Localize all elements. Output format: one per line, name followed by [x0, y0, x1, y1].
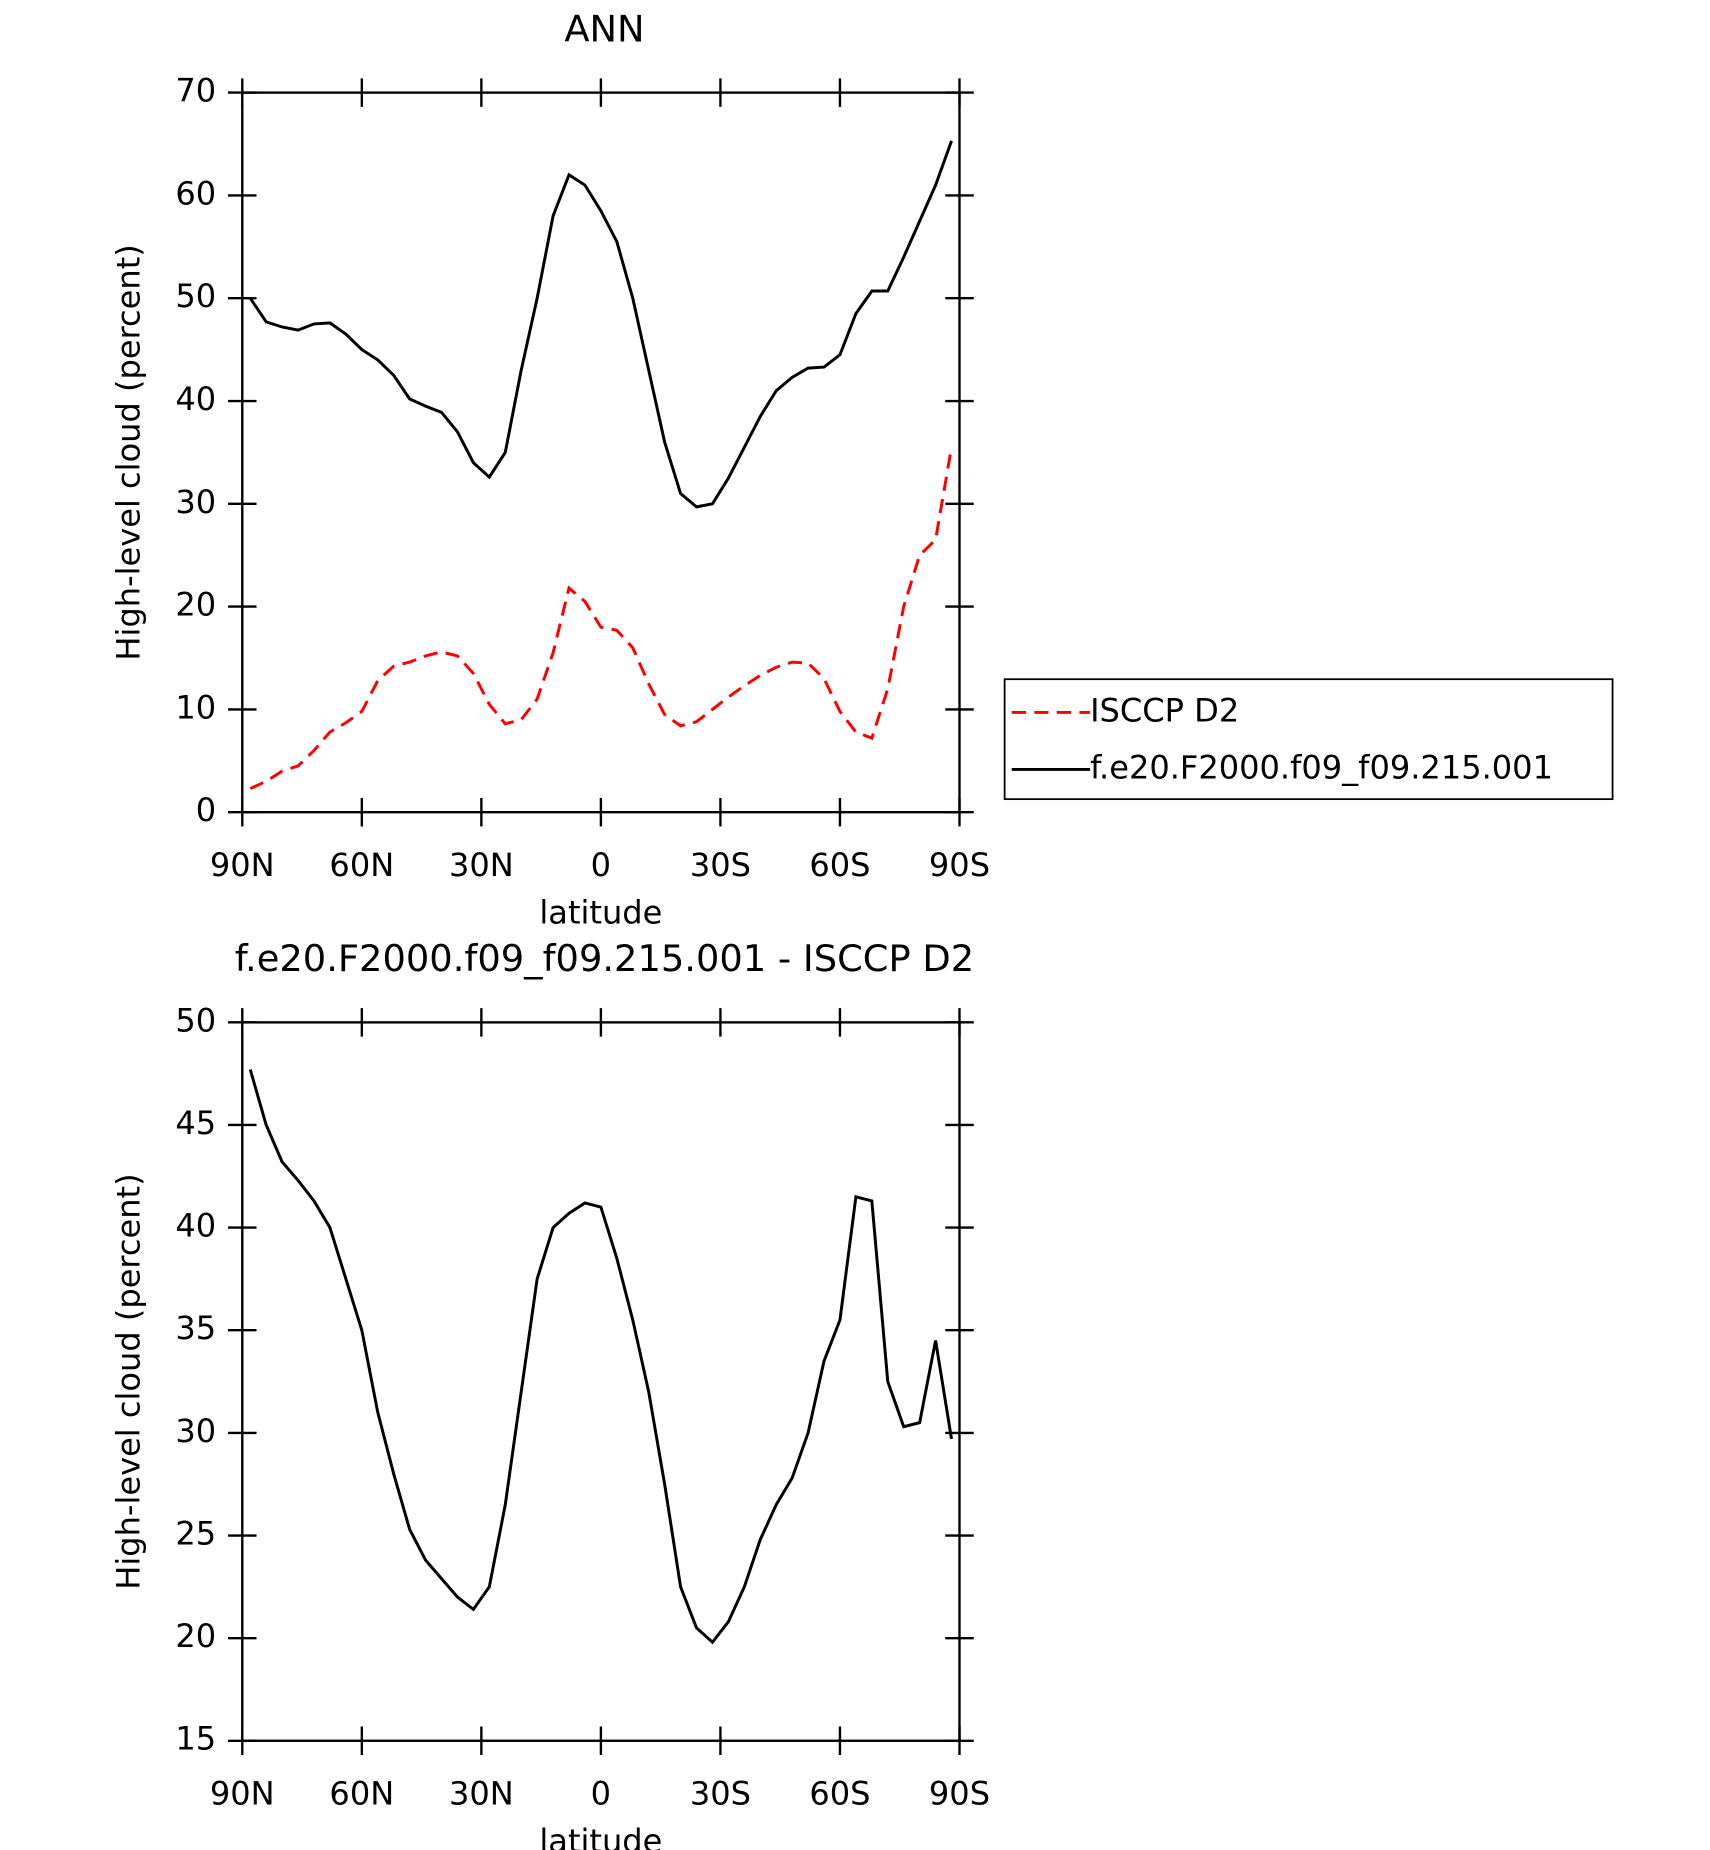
y-axis-label: High-level cloud (percent)	[110, 1173, 148, 1589]
x-tick-label: 30N	[449, 1774, 514, 1812]
data-line	[249, 447, 953, 790]
x-tick-label: 0	[591, 846, 611, 884]
plot-frame	[241, 1021, 961, 1742]
y-tick-label: 40	[175, 380, 216, 418]
y-tick-label: 30	[175, 483, 216, 521]
plot-frame	[241, 91, 961, 814]
y-tick-label: 40	[175, 1207, 216, 1245]
y-tick-label: 20	[175, 1617, 216, 1655]
y-tick-label: 50	[175, 1001, 216, 1039]
y-tick-label: 10	[175, 688, 216, 726]
y-tick-label: 30	[175, 1412, 216, 1450]
legend-label: f.e20.F2000.f09_f09.215.001	[1090, 748, 1553, 786]
y-tick-label: 70	[175, 72, 216, 110]
x-tick-label: 60S	[809, 1774, 870, 1812]
x-axis-label: latitude	[539, 1822, 662, 1850]
y-tick-label: 60	[175, 174, 216, 212]
x-tick-label: 30N	[449, 846, 514, 884]
y-tick-label: 35	[175, 1309, 216, 1347]
x-tick-label: 90S	[929, 846, 990, 884]
y-tick-label: 50	[175, 277, 216, 315]
legend-box	[1003, 678, 1614, 801]
data-line	[248, 1069, 953, 1645]
y-tick-label: 25	[175, 1515, 216, 1553]
chart-title: f.e20.F2000.f09_f09.215.001 - ISCCP D2	[235, 937, 974, 980]
y-tick-label: 0	[196, 791, 216, 829]
x-tick-label: 90N	[210, 846, 275, 884]
y-axis-label: High-level cloud (percent)	[110, 244, 148, 660]
x-tick-label: 30S	[690, 1774, 751, 1812]
x-tick-label: 0	[591, 1774, 611, 1812]
x-tick-label: 30S	[690, 846, 751, 884]
x-tick-label: 90N	[210, 1774, 275, 1812]
x-tick-label: 60N	[329, 1774, 394, 1812]
y-tick-label: 45	[175, 1104, 216, 1142]
data-line	[249, 140, 953, 509]
chart-title: ANN	[564, 7, 644, 50]
legend-label: ISCCP D2	[1090, 691, 1239, 729]
y-tick-label: 15	[175, 1720, 216, 1758]
y-tick-label: 20	[175, 586, 216, 624]
x-tick-label: 60S	[809, 846, 870, 884]
x-axis-label: latitude	[539, 893, 662, 931]
x-tick-label: 90S	[929, 1774, 990, 1812]
x-tick-label: 60N	[329, 846, 394, 884]
